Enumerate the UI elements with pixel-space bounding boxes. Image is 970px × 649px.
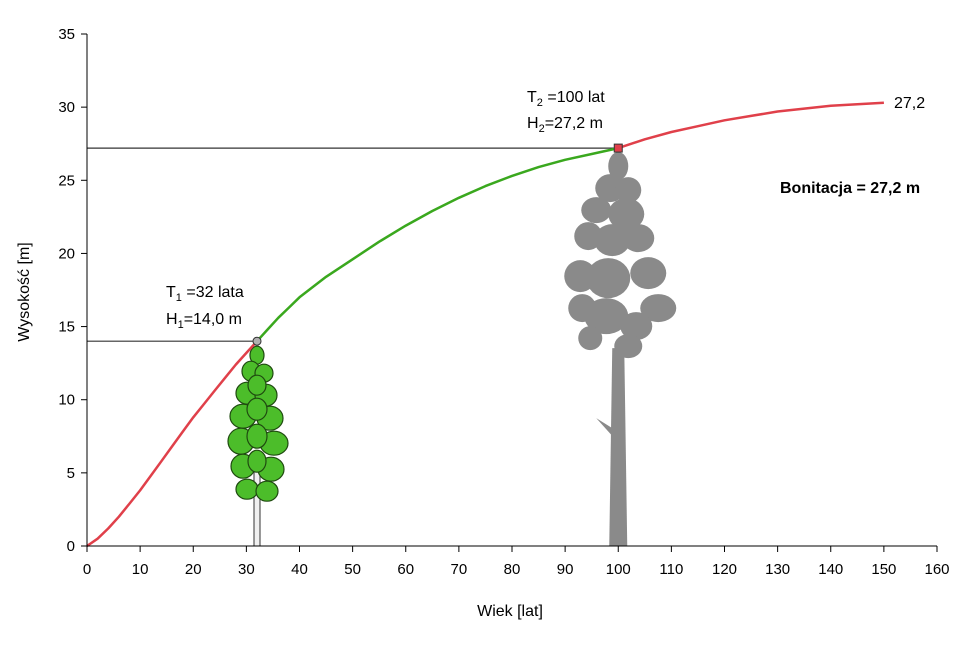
y-tick-label: 15 [58,319,75,336]
x-tick-label: 80 [504,561,521,578]
tree-illustrations [227,152,677,547]
x-axis-title: Wiek [lat] [477,603,543,620]
old-tree-foliage [640,294,677,323]
old-tree-foliage [615,177,642,204]
young-tree-foliage [246,397,268,421]
curve-segment-early [86,340,258,548]
y-tick-label: 25 [58,172,75,189]
old-tree-trunk [609,348,628,546]
y-tick-label: 35 [58,26,75,43]
old-tree-branch [596,418,615,439]
x-tick-label: 10 [132,561,149,578]
growth-curve [86,101,884,548]
t1-label: T1 =32 lata [166,284,244,304]
marker-point-2 [613,143,623,153]
x-tick-label: 150 [871,561,896,578]
axes: 0 10 20 30 40 50 60 70 80 90 100 110 120 130 140 150 160… [58,26,949,578]
t2-label: T2 =100 lat [527,89,605,109]
y-tick-label: 20 [58,245,75,262]
young-tree-foliage [246,423,268,449]
old-tree-foliage [594,224,631,257]
x-tick-label: 20 [185,561,202,578]
y-axis-title: Wysokość [m] [16,242,33,341]
x-tick-label: 0 [83,561,91,578]
y-tick-label: 5 [67,465,75,482]
bonitation-label: Bonitacja = 27,2 m [780,180,920,197]
h1-label: H1=14,0 m [166,311,242,331]
guide-lines [87,147,619,342]
x-tick-label: 130 [765,561,790,578]
x-tick-label: 160 [924,561,949,578]
young-tree-foliage [247,449,267,473]
old-tree-foliage [581,197,612,224]
old-tree-foliage [608,198,645,231]
x-tick-label: 70 [451,561,468,578]
old-tree-foliage [578,326,603,351]
x-tick-label: 50 [344,561,361,578]
y-tick-label: 30 [58,99,75,116]
curve-segment-late [617,101,884,150]
marker-point-1 [252,336,262,346]
young-tree-illustration [227,345,289,547]
x-tick-label: 140 [818,561,843,578]
young-tree-foliage [247,374,267,396]
end-value-label: 27,2 [894,95,925,112]
x-tick-label: 100 [606,561,631,578]
old-tree-foliage [622,224,655,253]
y-tick-label: 0 [67,538,75,555]
old-tree-foliage [586,258,631,299]
curve-segment-middle [256,146,619,343]
x-tick-label: 110 [659,561,683,578]
x-tick-label: 120 [712,561,737,578]
x-tick-label: 30 [238,561,255,578]
old-tree-foliage [630,257,667,290]
young-tree-foliage [255,480,279,502]
h2-label: H2=27,2 m [527,115,603,135]
old-tree-foliage [584,298,629,335]
x-tick-label: 90 [557,561,574,578]
y-tick-label: 10 [58,392,75,409]
old-tree-foliage [608,152,629,181]
young-tree-foliage [235,478,259,500]
old-tree-foliage [614,334,643,359]
old-tree-foliage [620,312,653,341]
old-tree-illustration [564,152,677,546]
x-tick-label: 40 [291,561,308,578]
x-tick-label: 60 [397,561,414,578]
